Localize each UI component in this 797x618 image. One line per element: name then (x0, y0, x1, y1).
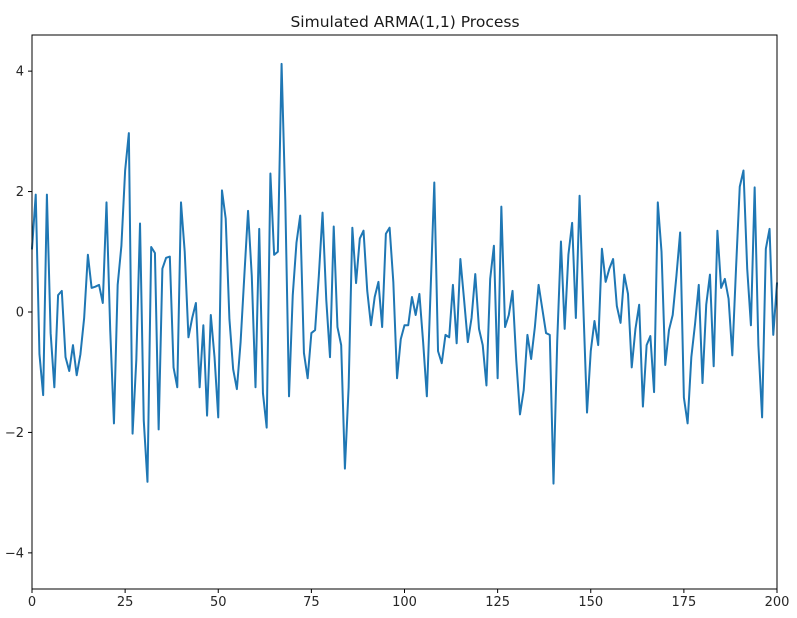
x-tick-label: 175 (671, 595, 696, 610)
plot-frame (31, 34, 778, 590)
y-tick-label: 2 (16, 185, 24, 200)
x-tick-label: 25 (117, 595, 134, 610)
y-tick-label: 4 (16, 65, 24, 80)
plot-area (32, 35, 777, 589)
x-tick-label: 75 (303, 595, 320, 610)
y-tick-label: −4 (5, 546, 24, 561)
y-tick-label: 0 (16, 306, 24, 321)
x-tick-label: 200 (765, 595, 790, 610)
x-tick-label: 50 (210, 595, 227, 610)
chart-title: Simulated ARMA(1,1) Process (290, 13, 519, 31)
x-tick-label: 100 (392, 595, 417, 610)
axes-layer: 0 25 50 75 100 125 150 175 200 −4 −2 0 2 4 (5, 65, 790, 610)
series-layer (31, 62, 778, 485)
x-tick-label: 150 (578, 595, 603, 610)
series-line (31, 62, 778, 485)
x-tick-label: 0 (28, 595, 36, 610)
y-tick-label: −2 (5, 426, 24, 441)
x-tick-label: 125 (485, 595, 510, 610)
